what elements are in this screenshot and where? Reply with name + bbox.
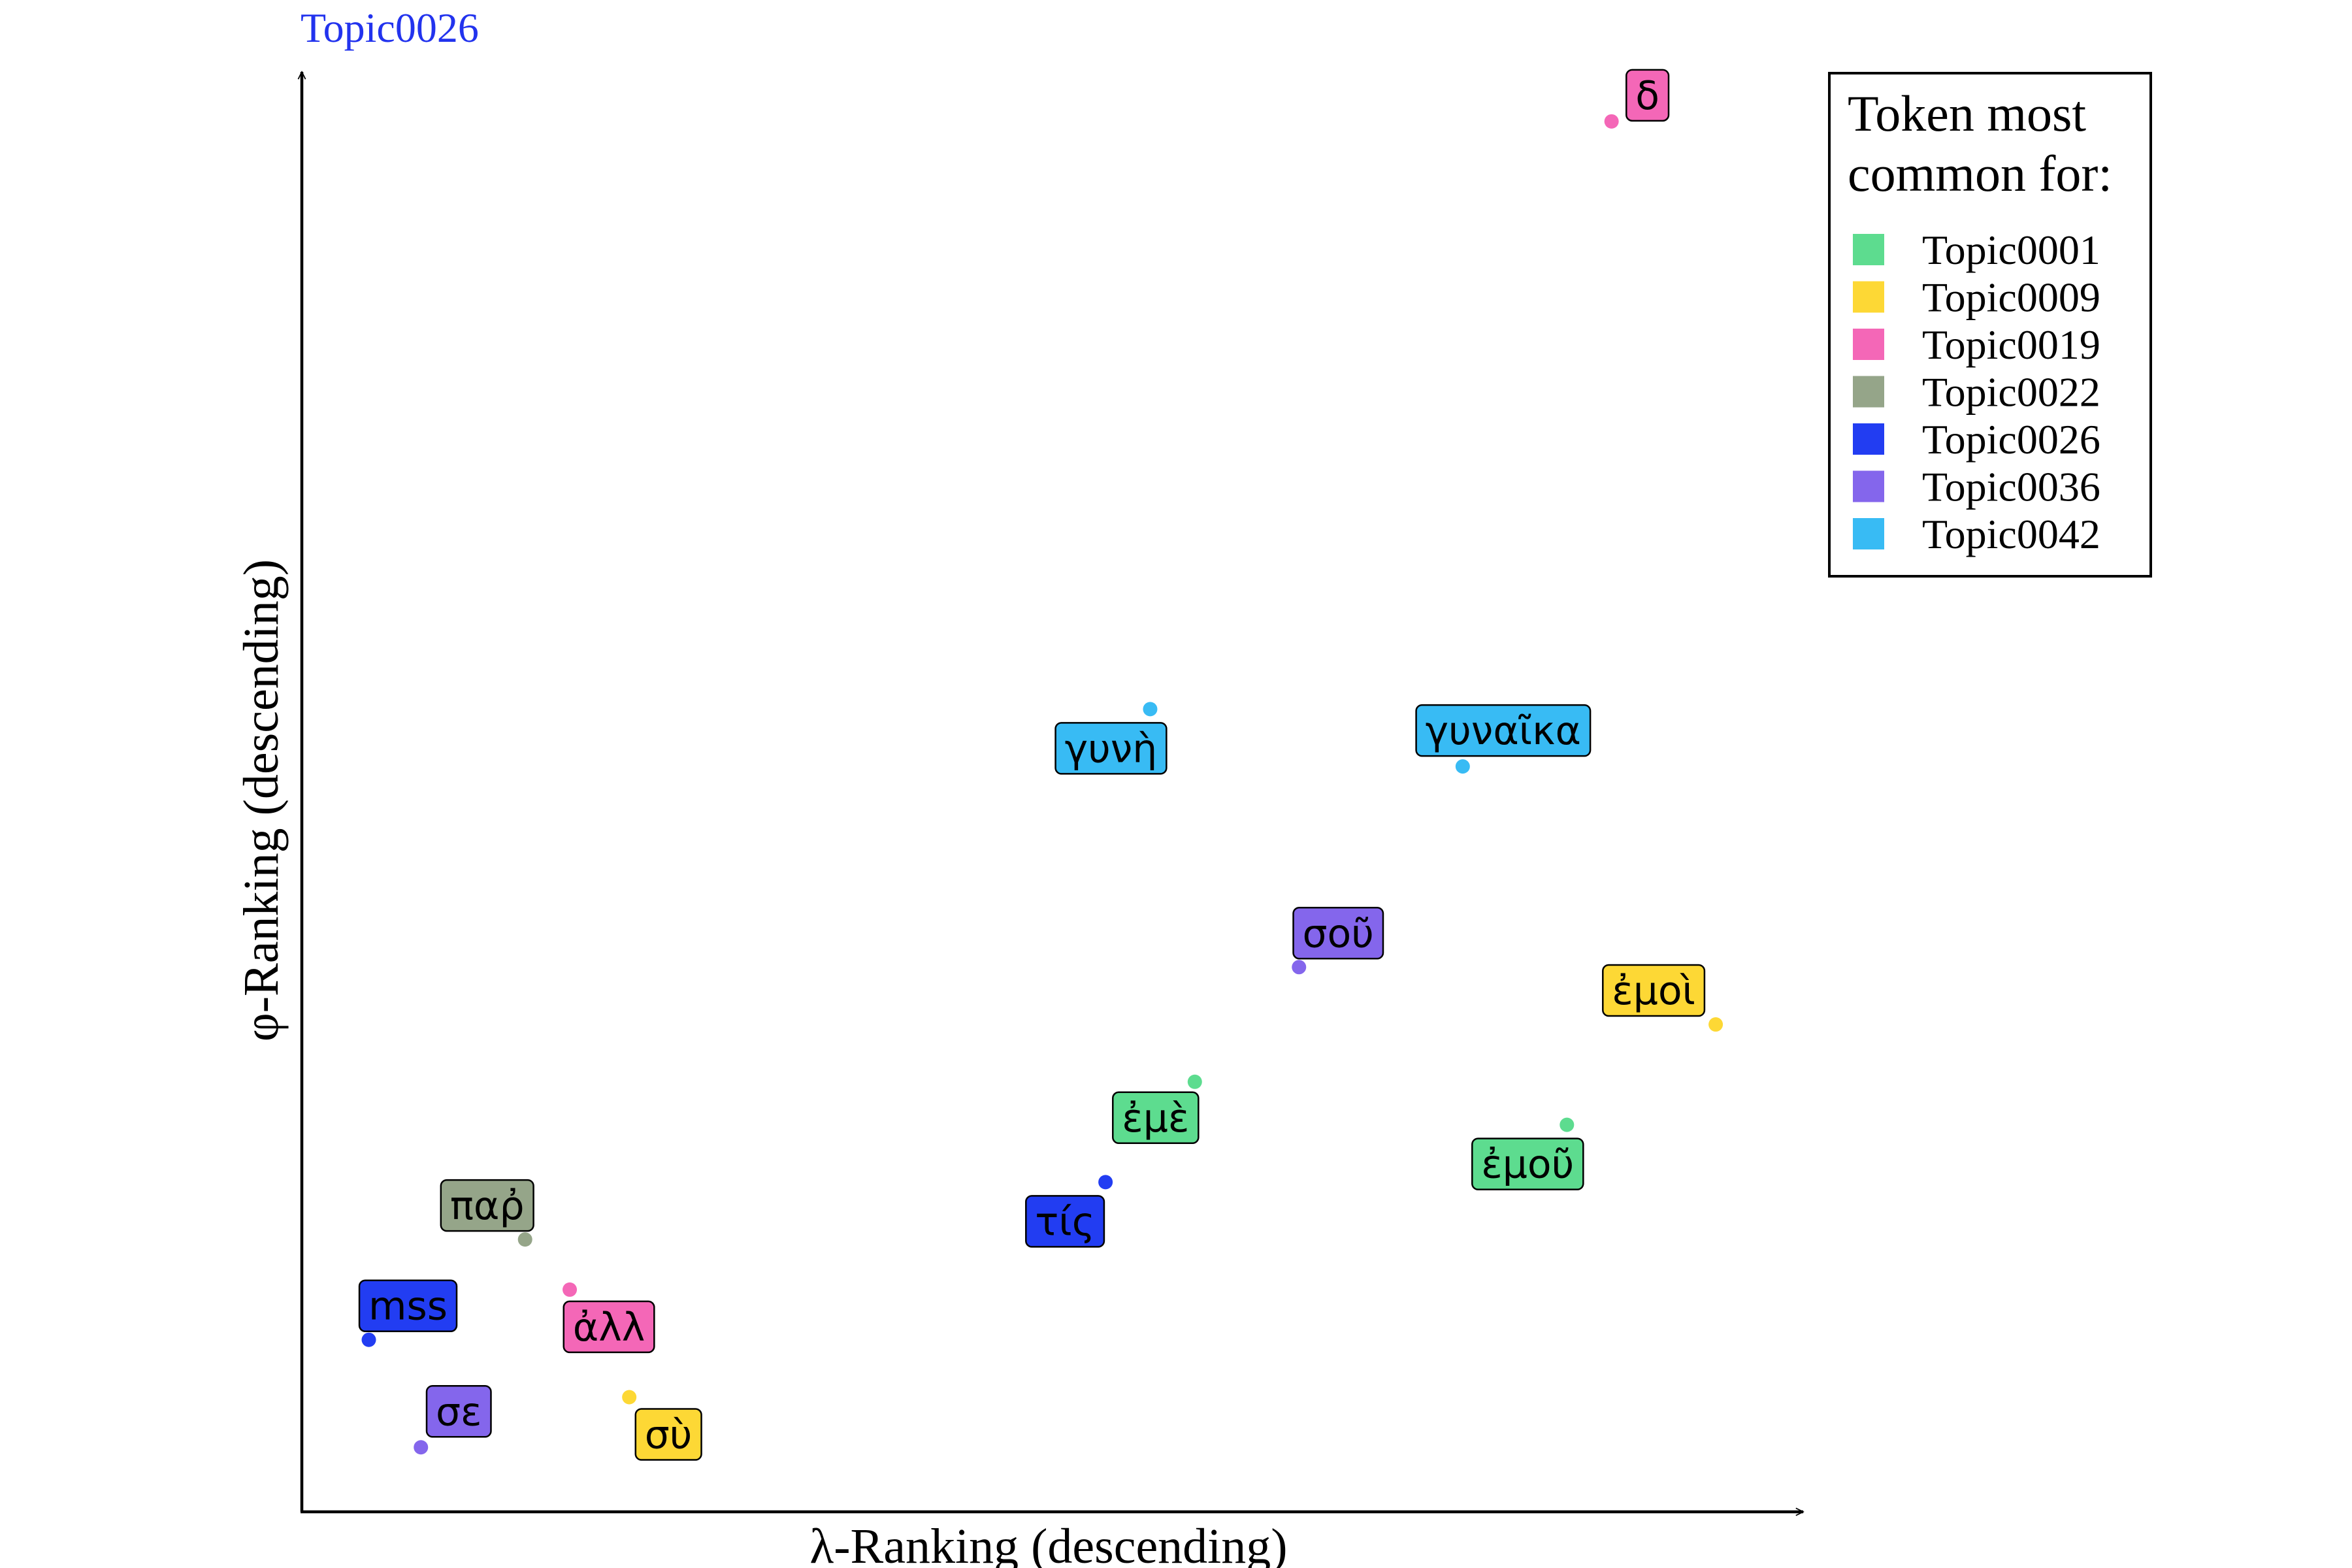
legend-entry: Topic0022	[1853, 369, 2100, 416]
data-point: παῤ	[440, 1179, 534, 1247]
point-label: σὺ	[645, 1412, 693, 1458]
legend-entries: Topic0001Topic0009Topic0019Topic0022Topi…	[1853, 227, 2100, 557]
legend-label: Topic0042	[1922, 511, 2100, 557]
legend-entry: Topic0001	[1853, 227, 2100, 273]
legend-label: Topic0026	[1922, 416, 2100, 463]
legend-entry: Topic0009	[1853, 274, 2100, 321]
point-marker	[414, 1440, 429, 1455]
point-marker	[517, 1232, 532, 1247]
point-label-box	[1292, 907, 1384, 960]
data-point: δ	[1604, 69, 1670, 129]
data-point: τίς	[1025, 1175, 1113, 1248]
legend-swatch	[1853, 423, 1884, 455]
point-marker	[563, 1282, 578, 1297]
point-label-box	[1602, 964, 1706, 1017]
legend-entry: Topic0036	[1853, 464, 2100, 510]
point-label: ἐμοὶ	[1612, 968, 1695, 1014]
legend-swatch	[1853, 518, 1884, 549]
point-marker	[1143, 702, 1158, 717]
data-point: mss	[358, 1279, 458, 1347]
data-point: ἐμοῦ	[1471, 1117, 1584, 1190]
point-label: σε	[436, 1389, 482, 1435]
legend-swatch	[1853, 234, 1884, 265]
point-marker	[361, 1332, 376, 1347]
legend-entry: Topic0026	[1853, 416, 2100, 463]
point-marker	[1708, 1017, 1723, 1032]
point-label-box	[1112, 1091, 1200, 1145]
point-label: ἀλλ	[573, 1305, 645, 1350]
legend-entry: Topic0042	[1853, 511, 2100, 557]
point-label: γυνὴ	[1065, 726, 1158, 772]
legend-title-line-2: common for:	[1848, 145, 2112, 202]
point-marker	[622, 1390, 637, 1405]
point-label-box	[1415, 704, 1592, 757]
data-point: σὺ	[622, 1390, 702, 1461]
point-label: ἐμοῦ	[1481, 1142, 1574, 1188]
data-point: ἐμοὶ	[1602, 964, 1723, 1032]
point-marker	[1560, 1117, 1575, 1132]
y-axis-label: φ-Ranking (descending)	[234, 559, 289, 1041]
point-label-box	[1471, 1137, 1584, 1190]
data-points: δ γυνὴ γυναῖκα σοῦ ἐμοὶ ἐμὲ ἐμοῦ τίς παῤ mss ἀλλ σε…	[358, 69, 1723, 1461]
data-point: σε	[414, 1385, 492, 1455]
legend: Token most common for: Topic0001Topic000…	[1828, 72, 2152, 578]
point-label: τίς	[1035, 1199, 1095, 1245]
point-marker	[1292, 960, 1307, 975]
data-point: ἐμὲ	[1112, 1074, 1202, 1145]
point-label-box	[634, 1408, 702, 1461]
data-point: γυνὴ	[1054, 702, 1168, 775]
legend-swatch	[1853, 281, 1884, 313]
point-marker	[1098, 1175, 1113, 1190]
point-label: δ	[1635, 73, 1659, 119]
point-label-box	[1025, 1195, 1105, 1248]
point-marker	[1455, 759, 1470, 774]
point-label: σοῦ	[1303, 911, 1374, 956]
point-label: παῤ	[450, 1183, 525, 1229]
point-label-box	[563, 1300, 655, 1354]
point-label-box	[358, 1279, 458, 1332]
data-point: ἀλλ	[563, 1282, 655, 1354]
legend-swatch	[1853, 470, 1884, 502]
point-label: ἐμὲ	[1122, 1096, 1189, 1141]
legend-label: Topic0022	[1922, 369, 2100, 416]
legend-label: Topic0001	[1922, 227, 2100, 273]
legend-label: Topic0009	[1922, 274, 2100, 321]
legend-label: Topic0036	[1922, 464, 2100, 510]
point-label-box	[425, 1385, 492, 1438]
data-point: γυναῖκα	[1415, 704, 1592, 774]
point-marker	[1604, 114, 1619, 129]
legend-entry: Topic0019	[1853, 321, 2100, 368]
legend-label: Topic0019	[1922, 321, 2100, 368]
point-label-box	[1054, 722, 1168, 775]
point-label: γυναῖκα	[1426, 708, 1582, 754]
point-label-box	[440, 1179, 534, 1232]
point-label: mss	[368, 1284, 448, 1330]
point-label-box	[1625, 69, 1670, 122]
chart-title: Topic0026	[301, 5, 479, 51]
x-axis-label: λ-Ranking (descending)	[809, 1519, 1287, 1568]
data-point: σοῦ	[1292, 907, 1384, 975]
point-marker	[1187, 1074, 1202, 1089]
legend-swatch	[1853, 376, 1884, 408]
legend-title-line-1: Token most	[1848, 85, 2086, 142]
legend-swatch	[1853, 329, 1884, 360]
